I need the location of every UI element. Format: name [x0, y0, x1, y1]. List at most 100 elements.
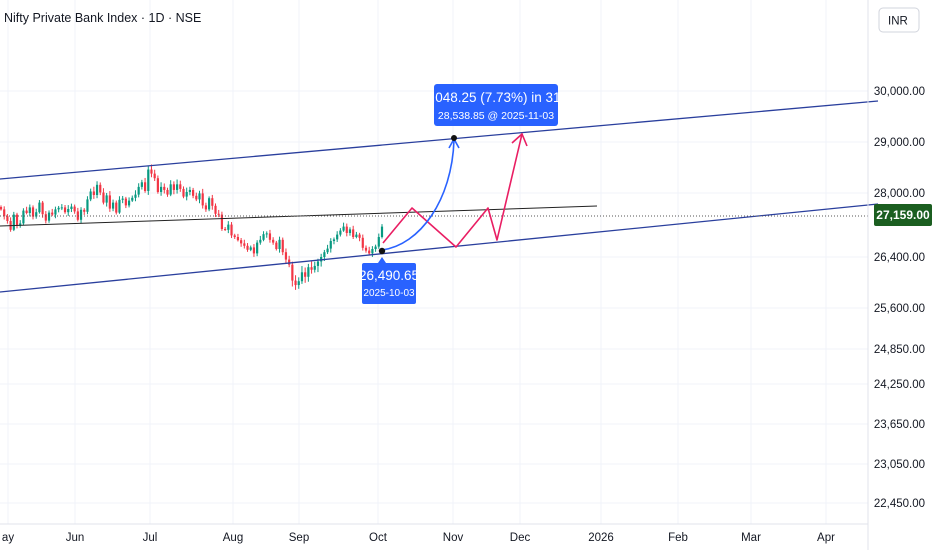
candle-body [214, 205, 217, 214]
candle [355, 231, 358, 239]
candle-body [342, 226, 345, 231]
candle-body [297, 281, 300, 286]
candle-body [217, 213, 220, 215]
candle [288, 255, 291, 268]
x-tick-label: Jun [66, 532, 85, 544]
candle [307, 263, 310, 282]
plot-area[interactable] [0, 100, 879, 293]
candle [217, 209, 220, 218]
candle [118, 196, 121, 214]
candle-body [54, 209, 57, 215]
candle [134, 190, 137, 202]
projection-path [382, 133, 523, 248]
candle [259, 235, 262, 245]
candle [175, 179, 179, 194]
candle-body [67, 209, 70, 213]
candle-body [211, 198, 214, 206]
measure-label-box [434, 84, 558, 126]
candle [265, 231, 268, 238]
candle [38, 200, 41, 214]
currency-button[interactable] [878, 7, 920, 33]
candle [342, 222, 345, 232]
candle [35, 208, 38, 219]
x-tick-label: Apr [817, 532, 835, 544]
anchor-label[interactable]: 26,490.65 2025-10-03 [359, 257, 419, 304]
measure-curve [381, 139, 455, 251]
candle-body [3, 209, 6, 217]
candle-body [313, 265, 316, 270]
x-tick-label: Dec [510, 532, 531, 544]
candle [310, 261, 313, 274]
price-axis[interactable]: INR 30,000.00 29,000.00 28,000.00 26,400.00… [867, 0, 932, 550]
measure-label[interactable]: 2,048.25 (7.73%) in 31d 28,538.85 @ 2025… [424, 84, 568, 126]
grid [0, 0, 868, 524]
candle-body [172, 184, 175, 190]
candle-body [288, 259, 291, 265]
candle [76, 207, 79, 222]
candle-body [348, 229, 352, 233]
candle-body [73, 206, 76, 212]
measure-arrow [378, 135, 460, 255]
candle-body [246, 245, 249, 250]
candle [294, 275, 297, 290]
candle-body [63, 207, 67, 213]
candle-body [182, 188, 185, 197]
candle-body [86, 199, 89, 212]
candle-body [105, 195, 108, 203]
candle [198, 190, 201, 204]
candle-body [336, 234, 339, 240]
candle-body [44, 214, 47, 221]
candle-body [227, 224, 230, 230]
candle [140, 179, 143, 190]
y-tick-label: 24,850.00 [874, 344, 925, 356]
candle [345, 223, 348, 237]
target-point [451, 135, 457, 141]
candle [313, 261, 316, 273]
candle-body [329, 241, 332, 249]
candle-body [358, 234, 361, 238]
candle [99, 182, 102, 196]
candle-body [57, 207, 60, 210]
candle [25, 206, 28, 215]
candle-body [31, 207, 35, 217]
candle-body [143, 182, 147, 191]
candle-body [192, 189, 195, 196]
candle [380, 224, 384, 239]
candle-body [252, 247, 256, 254]
upper-channel-line [0, 100, 879, 180]
candle [28, 204, 31, 217]
last-price-badge [874, 204, 932, 226]
candle-body [256, 242, 259, 254]
candle-body [137, 186, 140, 195]
candle [300, 266, 304, 284]
candle [358, 232, 361, 242]
candle-body [169, 184, 172, 195]
candle-body [147, 169, 150, 191]
candle [92, 186, 95, 199]
candle [268, 229, 272, 243]
y-tick-label: 26,400.00 [874, 252, 925, 264]
projection-arrowhead [511, 132, 528, 147]
candle-body [19, 223, 22, 225]
x-tick-labels: ay Jun Jul Aug Sep Oct Nov Dec 2026 Feb Mar Apr [2, 532, 835, 544]
measure-change-text: 2,048.25 (7.73%) in 31d [424, 90, 568, 105]
candle-body [272, 239, 275, 243]
x-tick-label: Feb [668, 532, 688, 544]
candle [12, 211, 15, 232]
candle-body [294, 280, 297, 286]
candle-body [179, 184, 182, 189]
candle [19, 220, 22, 228]
candle [339, 228, 342, 237]
candle [179, 180, 182, 192]
candle [41, 200, 44, 218]
candle-body [275, 242, 278, 249]
candle-body [240, 240, 243, 244]
candle-body [374, 246, 377, 249]
candle-body [233, 235, 236, 237]
time-axis[interactable]: ay Jun Jul Aug Sep Oct Nov Dec 2026 Feb Mar Apr [0, 523, 868, 544]
candle-body [316, 261, 320, 266]
candle-body [380, 226, 384, 237]
y-tick-label: 23,650.00 [874, 419, 925, 431]
candle-body [278, 239, 281, 249]
